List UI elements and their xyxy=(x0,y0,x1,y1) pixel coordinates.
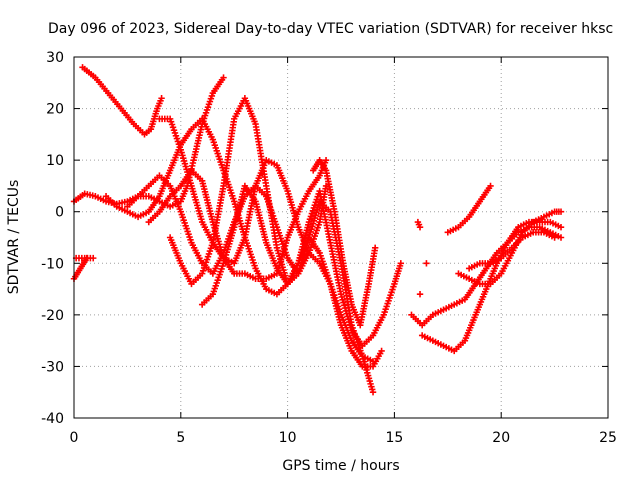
series-arc-19 xyxy=(465,229,558,272)
plot-frame xyxy=(73,56,609,419)
x-tick-label: 0 xyxy=(70,430,79,446)
data-point xyxy=(322,156,330,164)
y-tick-label: -20 xyxy=(41,308,64,324)
chart-title: Day 096 of 2023, Sidereal Day-to-day VTE… xyxy=(48,21,613,37)
data-point xyxy=(378,347,385,355)
x-tick-label: 10 xyxy=(279,430,297,446)
data-point xyxy=(371,244,379,252)
x-tick-labels: 0 5 10 15 20 25 xyxy=(70,430,617,446)
data-point xyxy=(557,234,565,241)
y-tick-label: -30 xyxy=(41,359,64,375)
x-tick-label: 15 xyxy=(385,430,403,446)
y-tick-labels: -40 -30 -20 -10 0 10 20 30 xyxy=(41,50,64,427)
series-arc-18 xyxy=(455,208,565,288)
data-point xyxy=(369,389,377,396)
data-point xyxy=(220,74,227,81)
data-point xyxy=(369,358,377,365)
data-point xyxy=(551,234,558,241)
data-point xyxy=(416,223,424,231)
y-tick-label: 30 xyxy=(46,50,64,66)
y-tick-label: -40 xyxy=(41,411,64,427)
x-tick-label: 25 xyxy=(599,430,617,446)
y-tick-label: 20 xyxy=(46,102,64,118)
grid-lines xyxy=(74,57,608,418)
x-tick-label: 20 xyxy=(492,430,510,446)
series-arc-17 xyxy=(444,182,494,236)
series-arc-14 xyxy=(416,291,424,298)
series-arc-15 xyxy=(408,223,565,329)
data-markers xyxy=(70,64,565,396)
data-point xyxy=(158,95,165,102)
y-tick-label: 0 xyxy=(55,205,64,221)
series-arc-1 xyxy=(79,64,165,138)
series-arc-16 xyxy=(418,218,565,355)
series-arc-8 xyxy=(156,115,377,365)
series-arc-12 xyxy=(414,218,424,231)
data-point xyxy=(557,223,565,231)
x-axis-label: GPS time / hours xyxy=(282,458,399,474)
series-arc-11 xyxy=(310,156,379,329)
y-tick-label: 10 xyxy=(46,153,64,169)
y-axis-label: SDTVAR / TECUs xyxy=(6,180,22,295)
data-point xyxy=(90,254,97,262)
data-point xyxy=(83,254,91,262)
data-point xyxy=(416,291,424,298)
x-tick-label: 5 xyxy=(176,430,185,446)
data-point xyxy=(487,182,494,190)
data-point xyxy=(557,208,565,215)
y-tick-label: -10 xyxy=(41,256,64,272)
data-point xyxy=(397,260,405,267)
series-arc-13 xyxy=(423,260,430,267)
axis-ticks xyxy=(73,56,609,419)
series-arc-10 xyxy=(198,182,405,349)
data-point xyxy=(423,260,430,267)
